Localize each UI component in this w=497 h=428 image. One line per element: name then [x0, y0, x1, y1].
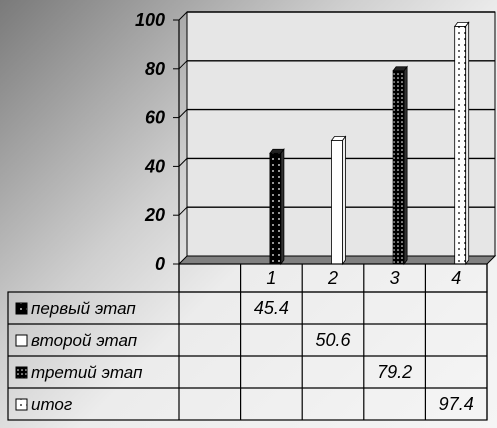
y-tick-label: 40	[144, 156, 165, 176]
plot-area: 0 20 40 60 80 100	[135, 10, 497, 274]
x-category-label: 4	[451, 268, 461, 288]
bar-side	[342, 135, 346, 266]
gridline-slant	[178, 109, 188, 118]
legend-label: итог	[31, 395, 72, 414]
bar	[331, 140, 343, 265]
legend-label: второй этап	[31, 331, 138, 350]
legend-swatch	[15, 366, 28, 379]
y-tick-label: 60	[145, 108, 165, 128]
data-value-label: 97.4	[439, 394, 474, 414]
legend-swatch	[15, 302, 28, 315]
bar	[392, 70, 405, 265]
gridline-slant	[178, 206, 188, 216]
bar-side	[280, 148, 285, 266]
legend-swatch	[15, 398, 28, 411]
y-tick-label: 80	[145, 59, 165, 79]
data-value-label: 79.2	[377, 362, 412, 382]
gridline-slant	[178, 158, 188, 167]
x-category-label: 1	[266, 268, 276, 288]
legend-label: первый этап	[31, 299, 136, 318]
y-tick-label: 20	[144, 205, 165, 225]
x-category-label: 2	[327, 268, 338, 288]
x-category-label: 3	[390, 268, 400, 288]
data-table: 1 2 3 4 первый этап 45.4 второй этап 50.6 третий…	[7, 263, 488, 421]
bar-side	[403, 65, 408, 266]
data-value-label: 50.6	[315, 330, 351, 350]
legend-label: третий этап	[31, 363, 143, 382]
legend-swatch	[15, 334, 28, 347]
y-tick-label: 0	[155, 254, 165, 274]
bar	[269, 152, 282, 265]
gridline-slant	[178, 11, 188, 21]
data-value-label: 45.4	[254, 298, 289, 318]
bar	[454, 25, 467, 265]
y-tick-label: 100	[135, 10, 165, 30]
bar-side	[465, 21, 470, 266]
bars	[269, 21, 470, 266]
gridline-slant	[178, 60, 188, 70]
